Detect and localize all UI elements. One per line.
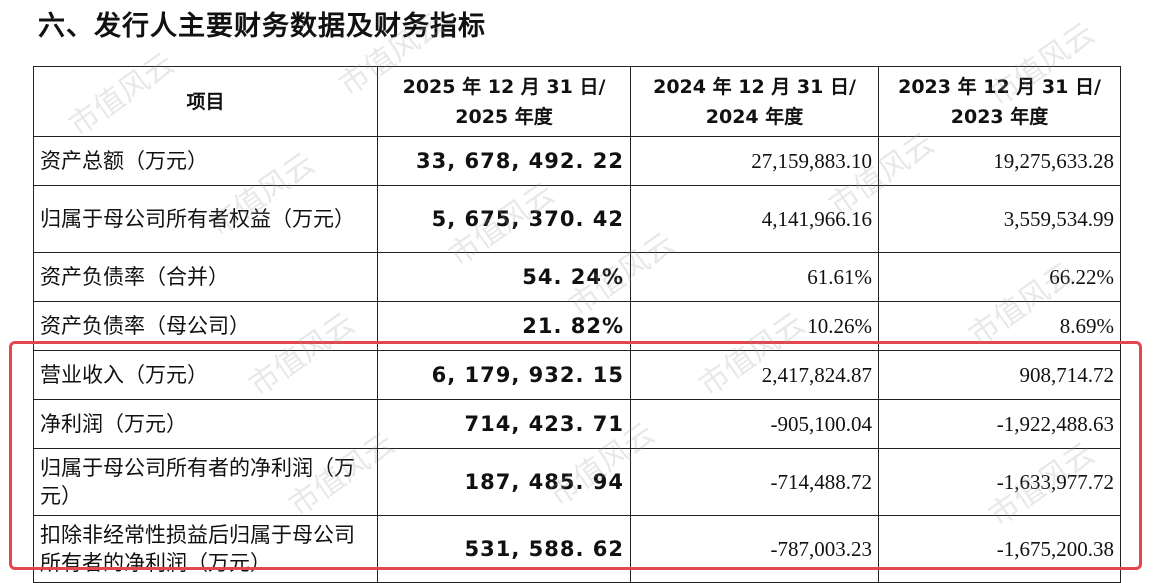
row-label: 资产负债率（合并） [33,252,378,302]
table-row: 资产负债率（合并） 54. 24% 61.61% 66.22% [33,252,1121,302]
table-row: 营业收入（万元） 6, 179, 932. 15 2,417,824.87 90… [33,350,1121,400]
header-2025: 2025 年 12 月 31 日/ 2025 年度 [377,66,631,137]
row-label: 扣除非经常性损益后归属于母公司所有者的净利润（万元） [33,515,378,583]
value-2025: 531, 588. 62 [377,515,631,583]
row-label: 归属于母公司所有者的净利润（万元） [33,448,378,516]
table-row: 归属于母公司所有者权益（万元） 5, 675, 370. 42 4,141,96… [33,185,1121,253]
row-label: 净利润（万元） [33,399,378,449]
value-2023: 66.22% [878,252,1121,302]
table-row: 资产总额（万元） 33, 678, 492. 22 27,159,883.10 … [33,136,1121,186]
section-heading: 六、发行人主要财务数据及财务指标 [38,11,486,42]
table-row: 净利润（万元） 714, 423. 71 -905,100.04 -1,922,… [33,399,1121,449]
value-2023: -1,922,488.63 [878,399,1121,449]
value-2025: 714, 423. 71 [377,399,631,449]
header-2025-line2: 2025 年度 [455,105,553,128]
value-2025: 187, 485. 94 [377,448,631,516]
table-header-row: 项目 2025 年 12 月 31 日/ 2025 年度 2024 年 12 月… [33,66,1121,137]
header-2024-line1: 2024 年 12 月 31 日/ [653,75,856,98]
header-2023-line2: 2023 年度 [950,105,1049,128]
header-2024: 2024 年 12 月 31 日/ 2024 年度 [630,66,879,137]
value-2024: 10.26% [630,301,879,351]
value-2024: 2,417,824.87 [630,350,879,400]
row-label: 归属于母公司所有者权益（万元） [33,185,378,253]
header-2023: 2023 年 12 月 31 日/ 2023 年度 [878,66,1121,137]
financial-data-table: 项目 2025 年 12 月 31 日/ 2025 年度 2024 年 12 月… [33,66,1121,583]
row-label: 资产总额（万元） [33,136,378,186]
table-row: 归属于母公司所有者的净利润（万元） 187, 485. 94 -714,488.… [33,448,1121,516]
value-2023: 8.69% [878,301,1121,351]
value-2024: -787,003.23 [630,515,879,583]
header-2025-line1: 2025 年 12 月 31 日/ [402,75,606,98]
value-2024: -905,100.04 [630,399,879,449]
table-row: 资产负债率（母公司） 21. 82% 10.26% 8.69% [33,301,1121,351]
row-label: 资产负债率（母公司） [33,301,378,351]
header-2024-line2: 2024 年度 [705,105,804,128]
value-2025: 21. 82% [377,301,631,351]
value-2023: -1,675,200.38 [878,515,1121,583]
row-label: 营业收入（万元） [33,350,378,400]
table-row: 扣除非经常性损益后归属于母公司所有者的净利润（万元） 531, 588. 62 … [33,515,1121,583]
value-2025: 33, 678, 492. 22 [377,136,631,186]
value-2025: 5, 675, 370. 42 [377,185,631,253]
header-item: 项目 [33,66,378,137]
value-2025: 6, 179, 932. 15 [377,350,631,400]
header-2023-line1: 2023 年 12 月 31 日/ [898,75,1101,98]
value-2024: 61.61% [630,252,879,302]
value-2024: 27,159,883.10 [630,136,879,186]
value-2025: 54. 24% [377,252,631,302]
value-2023: 19,275,633.28 [878,136,1121,186]
value-2023: -1,633,977.72 [878,448,1121,516]
value-2024: -714,488.72 [630,448,879,516]
value-2023: 3,559,534.99 [878,185,1121,253]
value-2024: 4,141,966.16 [630,185,879,253]
value-2023: 908,714.72 [878,350,1121,400]
